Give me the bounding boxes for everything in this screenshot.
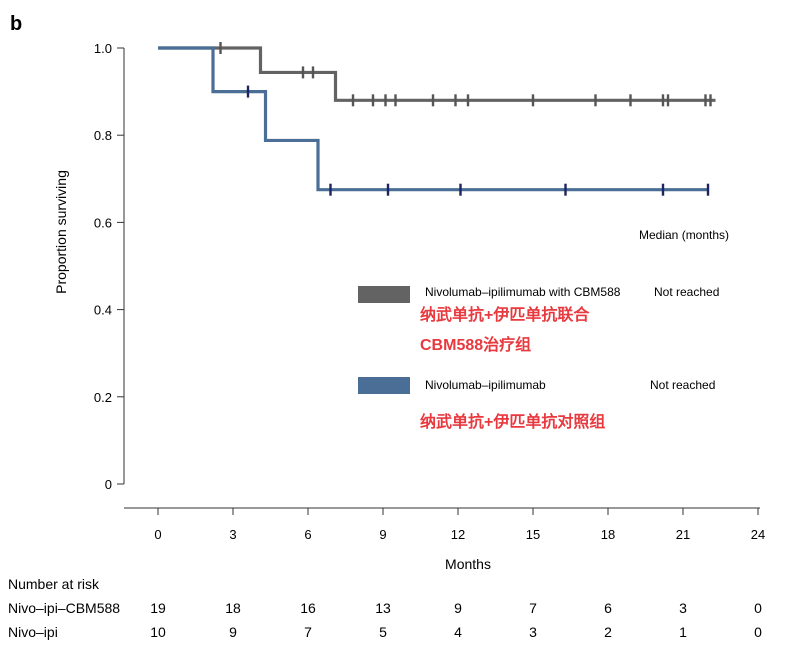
risk-value: 0 <box>754 624 762 640</box>
axes <box>123 48 760 509</box>
risk-value: 10 <box>150 624 166 640</box>
risk-value: 7 <box>529 600 537 616</box>
risk-row-label-cbm588: Nivo–ipi–CBM588 <box>8 600 120 616</box>
curve-control <box>158 46 708 192</box>
y-axis-title: Proportion surviving <box>53 170 69 294</box>
legend-header: Median (months) <box>639 228 729 242</box>
risk-value: 9 <box>229 624 237 640</box>
y-tick-label: 1.0 <box>94 41 112 56</box>
x-tick-label: 3 <box>229 527 236 542</box>
risk-row-label-control: Nivo–ipi <box>8 624 58 640</box>
risk-value: 7 <box>304 624 312 640</box>
legend-median-control: Not reached <box>650 378 715 392</box>
y-tick-label: 0 <box>105 477 112 492</box>
annotation-cbm588-line1: 纳武单抗+伊匹单抗联合 <box>420 305 590 324</box>
x-tick-label: 24 <box>751 527 765 542</box>
risk-values: 19 18 16 13 9 7 6 3 010 9 7 5 4 3 2 1 0 <box>150 600 762 640</box>
x-tick-label: 21 <box>676 527 690 542</box>
y-tick-label: 0.2 <box>94 390 112 405</box>
risk-value: 5 <box>379 624 387 640</box>
legend-swatch-cbm588 <box>358 286 410 303</box>
risk-value: 19 <box>150 600 166 616</box>
annotation-control: 纳武单抗+伊匹单抗对照组 <box>420 412 605 431</box>
x-tick-label: 18 <box>601 527 615 542</box>
risk-value: 18 <box>225 600 241 616</box>
y-tick-label: 0.8 <box>94 128 112 143</box>
risk-value: 2 <box>604 624 612 640</box>
risk-value: 13 <box>375 600 391 616</box>
legend-label-control: Nivolumab–ipilimumab <box>425 378 546 392</box>
risk-value: 3 <box>679 600 687 616</box>
risk-value: 9 <box>454 600 462 616</box>
annotation-cbm588-line2: CBM588治疗组 <box>420 335 531 354</box>
risk-table-title: Number at risk <box>8 576 100 592</box>
y-tick-label: 0.4 <box>94 303 112 318</box>
risk-value: 16 <box>300 600 316 616</box>
risk-value: 0 <box>754 600 762 616</box>
risk-table: Number at risk Nivo–ipi–CBM588 Nivo–ipi … <box>8 576 762 640</box>
risk-value: 4 <box>454 624 462 640</box>
x-tick-label: 12 <box>451 527 465 542</box>
survival-curves <box>158 42 716 196</box>
curve-cbm588 <box>158 46 716 102</box>
legend-label-cbm588: Nivolumab–ipilimumab with CBM588 <box>425 285 621 299</box>
panel-label: b <box>10 13 22 35</box>
legend: Median (months) Nivolumab–ipilimumab wit… <box>358 228 729 431</box>
x-tick-label: 6 <box>304 527 311 542</box>
x-axis-title: Months <box>445 556 491 572</box>
x-tick-label: 0 <box>154 527 161 542</box>
x-tick-label: 9 <box>379 527 386 542</box>
legend-median-cbm588: Not reached <box>654 285 719 299</box>
y-ticks: 0 0.2 0.4 0.6 0.8 1.0 <box>94 41 124 492</box>
y-tick-label: 0.6 <box>94 215 112 230</box>
risk-value: 1 <box>679 624 687 640</box>
x-ticks: 0 3 6 9 12 15 18 21 24 <box>154 508 765 542</box>
legend-swatch-control <box>358 377 410 394</box>
risk-value: 3 <box>529 624 537 640</box>
risk-value: 6 <box>604 600 612 616</box>
x-tick-label: 15 <box>526 527 540 542</box>
